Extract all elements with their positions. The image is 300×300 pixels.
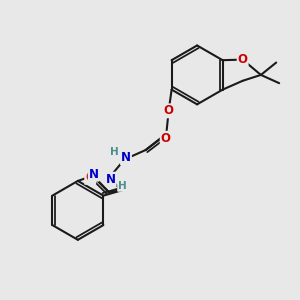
Text: H: H [118,181,127,191]
Text: O: O [161,132,171,145]
Text: H: H [110,147,118,157]
Text: N: N [89,168,99,181]
Text: O: O [164,104,174,117]
Text: O: O [238,53,248,66]
Text: N: N [121,152,131,164]
Text: N: N [106,172,116,186]
Text: O: O [85,171,95,184]
